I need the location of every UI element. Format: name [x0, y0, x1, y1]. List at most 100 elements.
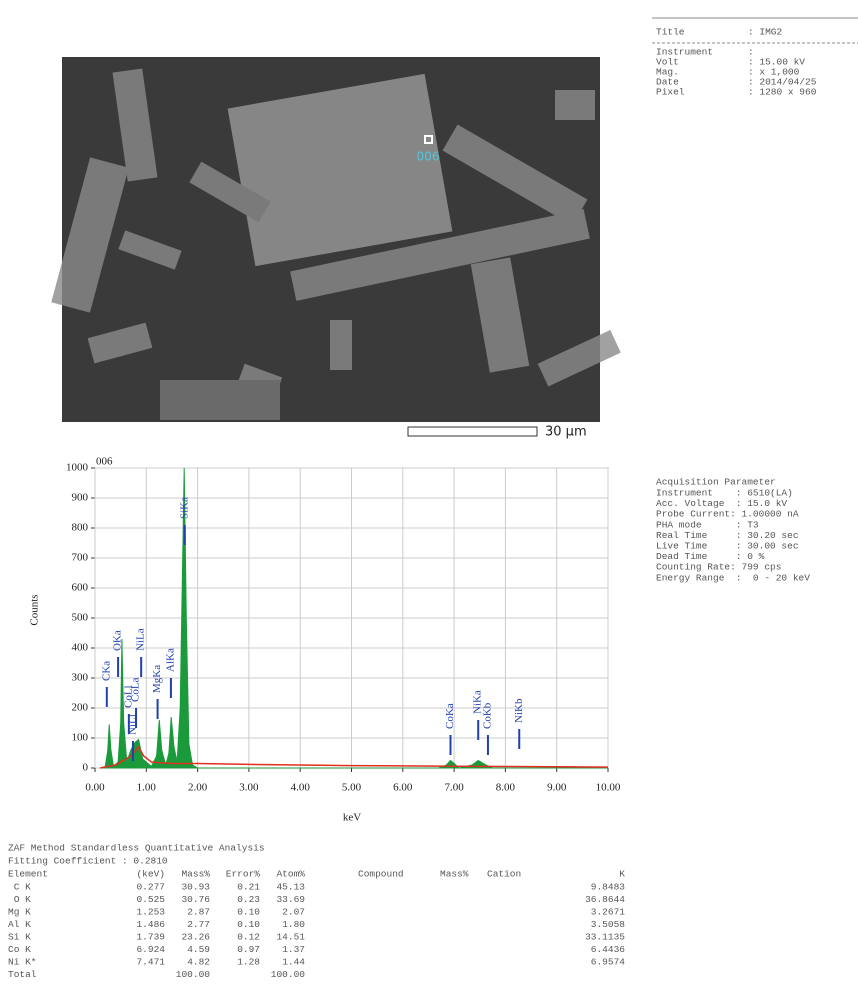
table-cell: 1.28	[237, 957, 260, 968]
table-cell: 14.51	[276, 932, 305, 943]
peak-label: CoKa	[444, 703, 456, 729]
info-value: : 1280 x 960	[748, 87, 817, 98]
acq-line: Probe Current: 1.00000 nA	[656, 509, 799, 520]
info-label: Date	[656, 77, 679, 88]
peak-label: NiLl	[126, 714, 138, 735]
y-tick-label: 700	[72, 552, 89, 564]
table-cell: 1.80	[282, 919, 305, 930]
peak-label: AlKa	[164, 648, 176, 672]
table-cell: 30.93	[181, 882, 210, 893]
table-cell: Co K	[8, 944, 31, 955]
table-cell: Si K	[8, 932, 31, 943]
table-header: Compound	[358, 869, 404, 880]
table-fitting: Fitting Coefficient : 0.2810	[8, 856, 168, 867]
table-title: ZAF Method Standardless Quantitative Ana…	[8, 843, 265, 854]
x-axis-label: keV	[343, 812, 361, 824]
table-cell: 30.76	[181, 894, 210, 905]
info-label: Mag.	[656, 67, 679, 78]
peak-label: SiKa	[178, 497, 190, 519]
y-tick-label: 100	[72, 732, 89, 744]
table-total: 100.00	[271, 969, 306, 980]
peak-label: MgKa	[151, 665, 163, 693]
table-cell: C K	[8, 882, 31, 893]
table-cell: 9.8483	[591, 882, 626, 893]
peak-label: CoLa	[130, 677, 142, 702]
x-tick-label: 8.00	[496, 782, 516, 794]
x-tick-label: 0.00	[85, 782, 105, 794]
table-cell: 1.253	[136, 907, 165, 918]
table-total: Total	[8, 969, 37, 980]
peak-label: NiLa	[135, 628, 147, 651]
table-cell: 1.486	[136, 919, 165, 930]
scale-label: 30 µm	[545, 425, 587, 440]
y-tick-label: 300	[72, 672, 89, 684]
y-tick-label: 900	[72, 492, 89, 504]
x-tick-label: 2.00	[188, 782, 208, 794]
table-cell: 33.1135	[585, 932, 625, 943]
table-cell: O K	[8, 894, 31, 905]
chart-title: 006	[96, 456, 113, 468]
acq-line: Energy Range : 0 - 20 keV	[656, 572, 810, 583]
table-cell: 1.44	[282, 957, 305, 968]
table-cell: Al K	[8, 919, 31, 930]
table-cell: 3.2671	[591, 907, 626, 918]
table-cell: 4.82	[187, 957, 210, 968]
info-value: : IMG2	[748, 27, 783, 38]
spectrum-area	[99, 467, 608, 769]
peak-label: CoKb	[481, 702, 493, 729]
table-cell: 0.277	[136, 882, 165, 893]
table-cell: 0.12	[237, 932, 260, 943]
table-header: (keV)	[136, 869, 165, 880]
x-tick-label: 5.00	[342, 782, 362, 794]
table-header: Mass%	[181, 869, 210, 880]
table-cell: 0.23	[237, 894, 260, 905]
x-tick-label: 9.00	[547, 782, 567, 794]
table-cell: 2.77	[187, 919, 210, 930]
spot-label: 006	[417, 150, 440, 164]
info-value: : 15.00 kV	[748, 57, 805, 68]
y-tick-label: 1000	[66, 462, 89, 474]
table-header: Cation	[487, 869, 521, 880]
y-tick-label: 500	[72, 612, 89, 624]
table-cell: 2.07	[282, 907, 305, 918]
peak-label: NiKa	[472, 690, 484, 714]
acq-title: Acquisition Parameter	[656, 477, 776, 488]
table-cell: 1.739	[136, 932, 165, 943]
table-cell: Mg K	[8, 907, 31, 918]
x-tick-label: 1.00	[137, 782, 157, 794]
acq-line: PHA mode : T3	[656, 519, 759, 530]
x-tick-label: 4.00	[291, 782, 311, 794]
table-cell: 0.97	[237, 944, 260, 955]
acq-line: Counting Rate: 799 cps	[656, 562, 781, 573]
x-tick-label: 10.00	[596, 782, 621, 794]
table-cell: 7.471	[136, 957, 165, 968]
table-cell: 0.10	[237, 919, 260, 930]
info-label: Instrument	[656, 47, 713, 58]
info-label: Pixel	[656, 87, 685, 98]
acq-line: Live Time : 30.00 sec	[656, 541, 799, 552]
acq-line: Dead Time : 0 %	[656, 551, 765, 562]
info-label: Volt	[656, 57, 679, 68]
peak-label: CoLl	[122, 685, 134, 708]
table-cell: 23.26	[181, 932, 210, 943]
table-total: 100.00	[176, 969, 211, 980]
spectrum-line	[99, 745, 609, 769]
table-header: Mass%	[440, 869, 469, 880]
info-value: : x 1,000	[748, 67, 800, 78]
info-value: : 2014/04/25	[748, 77, 817, 88]
table-cell: 2.87	[187, 907, 210, 918]
table-header: K	[619, 869, 625, 880]
y-tick-label: 800	[72, 522, 89, 534]
x-tick-label: 3.00	[239, 782, 259, 794]
y-tick-label: 600	[72, 582, 89, 594]
acq-line: Instrument : 6510(LA)	[656, 488, 793, 499]
table-cell: 1.37	[282, 944, 305, 955]
acq-line: Acc. Voltage : 15.0 kV	[656, 498, 787, 509]
table-cell: 6.9574	[591, 957, 626, 968]
sem-image: 006 30 µm	[51, 57, 621, 440]
table-cell: 36.8644	[585, 894, 625, 905]
info-value: :	[748, 47, 754, 58]
peak-label: OKa	[112, 630, 124, 651]
y-axis-label: Counts	[29, 594, 41, 625]
